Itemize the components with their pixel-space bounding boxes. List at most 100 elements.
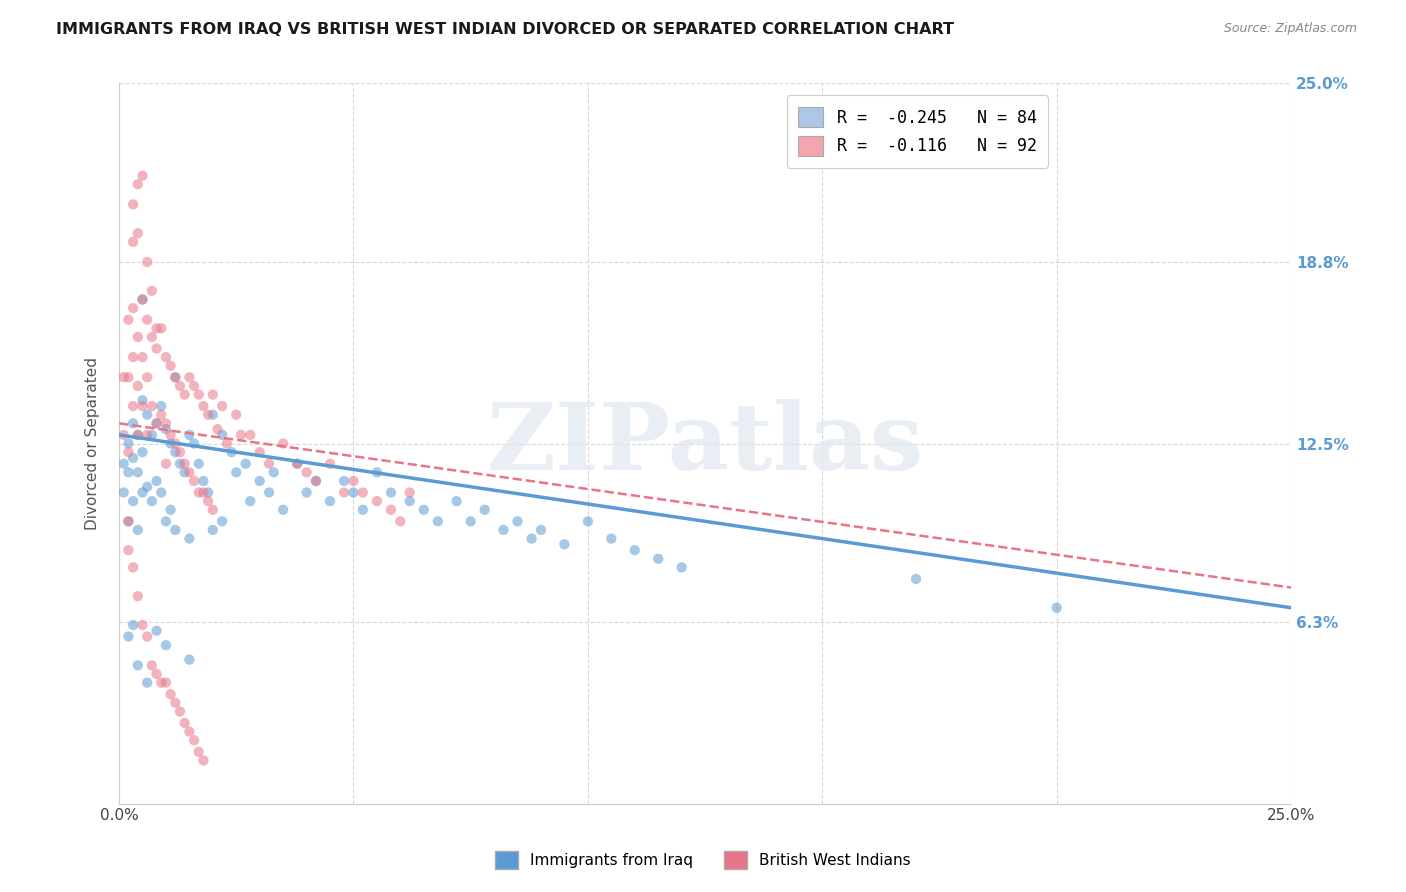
Point (239, 494, 262, 508)
Point (201, 408, 224, 422)
Point (155, 417, 177, 431)
Point (249, 445, 271, 459)
Point (117, 543, 139, 558)
Point (127, 379, 149, 393)
Point (263, 466, 285, 480)
Point (225, 466, 247, 480)
Point (271, 436, 294, 450)
Point (193, 474, 215, 488)
Point (136, 630, 159, 644)
Point (183, 436, 205, 450)
Point (576, 514, 599, 528)
Point (112, 485, 135, 500)
Point (193, 399, 215, 413)
Point (249, 474, 271, 488)
Point (905, 572, 928, 586)
Point (141, 399, 163, 413)
Point (239, 428, 262, 442)
Point (671, 560, 693, 574)
Point (647, 551, 669, 566)
Point (127, 428, 149, 442)
Point (122, 494, 145, 508)
Legend: Immigrants from Iraq, British West Indians: Immigrants from Iraq, British West India… (489, 845, 917, 875)
Point (127, 178, 149, 192)
Point (600, 532, 623, 546)
Point (131, 445, 153, 459)
Point (398, 485, 420, 500)
Point (122, 450, 145, 465)
Point (179, 370, 201, 384)
Point (155, 350, 177, 364)
Point (187, 457, 209, 471)
Point (165, 370, 187, 384)
Point (271, 503, 294, 517)
Point (187, 485, 209, 500)
Point (366, 494, 388, 508)
Point (201, 503, 224, 517)
Point (136, 675, 159, 690)
Point (342, 485, 364, 500)
Point (145, 342, 167, 356)
Point (173, 715, 195, 730)
Point (136, 408, 159, 422)
Point (215, 436, 238, 450)
Point (173, 387, 195, 401)
Point (319, 457, 342, 471)
Point (145, 417, 167, 431)
Point (193, 753, 215, 767)
Point (201, 523, 224, 537)
Point (112, 428, 135, 442)
Point (131, 350, 153, 364)
Point (257, 457, 280, 471)
Point (117, 514, 139, 528)
Point (197, 494, 219, 508)
Point (169, 457, 191, 471)
Point (412, 503, 434, 517)
Point (117, 630, 139, 644)
Legend: R =  -0.245   N = 84, R =  -0.116   N = 92: R = -0.245 N = 84, R = -0.116 N = 92 (787, 95, 1049, 168)
Point (136, 312, 159, 326)
Point (122, 235, 145, 249)
Point (127, 330, 149, 344)
Point (127, 226, 149, 240)
Point (193, 485, 215, 500)
Point (141, 428, 163, 442)
Point (169, 445, 191, 459)
Point (295, 466, 318, 480)
Point (131, 399, 153, 413)
Point (136, 370, 159, 384)
Point (165, 696, 187, 710)
Point (165, 445, 187, 459)
Point (229, 428, 252, 442)
Point (366, 466, 388, 480)
Point (122, 197, 145, 211)
Point (352, 503, 374, 517)
Point (155, 514, 177, 528)
Point (136, 255, 159, 269)
Point (122, 560, 145, 574)
Point (285, 457, 308, 471)
Point (165, 370, 187, 384)
Point (117, 436, 139, 450)
Point (333, 485, 356, 500)
Point (127, 523, 149, 537)
Point (285, 457, 308, 471)
Text: Source: ZipAtlas.com: Source: ZipAtlas.com (1223, 22, 1357, 36)
Point (131, 485, 153, 500)
Point (342, 474, 364, 488)
Point (225, 408, 247, 422)
Point (131, 393, 153, 408)
Point (145, 667, 167, 681)
Point (530, 523, 553, 537)
Point (305, 474, 328, 488)
Point (179, 466, 201, 480)
Point (183, 474, 205, 488)
Point (333, 474, 356, 488)
Point (352, 485, 374, 500)
Point (187, 387, 209, 401)
Point (122, 301, 145, 315)
Point (159, 428, 181, 442)
Point (319, 494, 342, 508)
Point (197, 408, 219, 422)
Point (380, 503, 402, 517)
